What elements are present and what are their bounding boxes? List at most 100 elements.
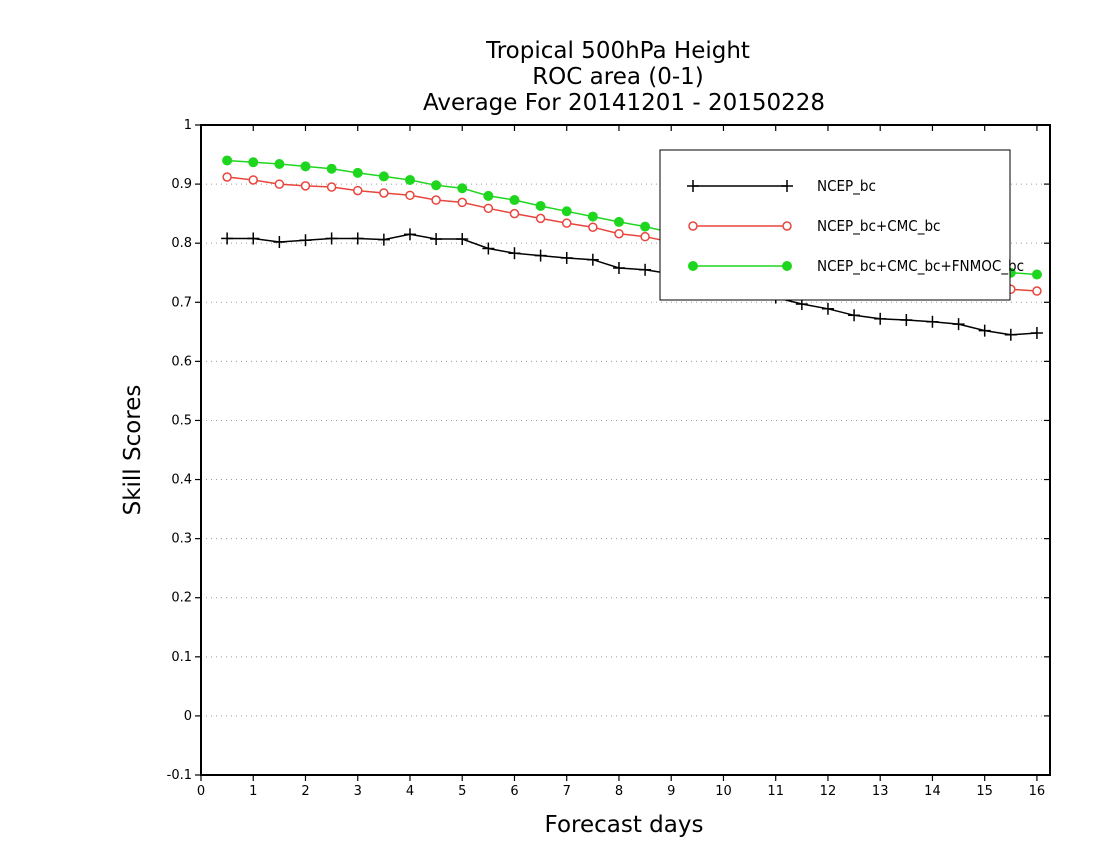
open-circle-marker [535,213,546,224]
plus-marker [273,236,286,248]
filled-circle-marker [1031,269,1042,280]
open-circle-marker [405,190,415,201]
x-tick-label: 1 [249,784,257,799]
x-tick-label: 15 [976,784,993,799]
filled-circle-marker [640,221,651,232]
y-tick-label: 1 [184,118,192,133]
chart-title-line-1: Tropical 500hPa Height [485,38,750,64]
axes: -0.100.10.20.30.40.50.60.70.80.910 1 2 3 4 5 6… [167,118,1051,799]
open-circle-marker [561,218,572,228]
plus-marker [325,232,338,245]
filled-circle-marker [782,261,792,271]
open-circle-marker [248,175,258,185]
filled-circle-marker [352,167,363,178]
plus-marker [612,262,625,274]
plus-marker [221,232,234,245]
x-tick-label: 6 [510,784,518,799]
open-circle-marker [300,181,311,191]
open-circle-marker [782,221,792,231]
plot-frame [200,124,1051,776]
open-circle-marker [483,203,494,214]
y-tick-label: 0.2 [171,591,192,606]
filled-circle-marker [431,180,442,191]
x-tick-label: 8 [615,784,623,799]
open-circle-marker [222,172,232,182]
plus-marker [821,302,834,315]
y-tick-label: 0.8 [171,236,192,251]
plus-marker [456,233,469,246]
chart-title-line-2: ROC area (0-1) [532,64,704,90]
filled-circle-marker [688,261,698,271]
filled-circle-marker [483,190,494,201]
open-circle-marker [614,228,624,239]
open-circle-marker [509,208,520,219]
filled-circle-marker [248,157,259,168]
open-circle-marker [274,179,285,189]
filled-circle-marker [613,216,624,227]
x-tick-label: 16 [1029,784,1046,799]
x-tick-label: 2 [301,784,309,799]
filled-circle-marker [326,163,337,174]
plus-marker [247,232,260,245]
filled-circle-marker [457,183,468,194]
filled-circle-marker [561,206,572,217]
x-tick-label: 3 [354,784,362,799]
y-tick-label: 0.7 [171,295,192,310]
filled-circle-marker [378,171,389,182]
filled-circle-marker [587,211,598,222]
filled-circle-marker [222,155,233,166]
y-tick-label: 0.4 [171,473,192,488]
x-tick-label: 9 [667,784,675,799]
filled-circle-marker [535,200,546,211]
open-circle-marker [1032,286,1042,296]
x-tick-label: 12 [820,784,837,799]
plus-marker [781,180,793,192]
x-tick-label: 4 [406,784,414,799]
legend-box [659,149,1011,301]
x-axis-label: Forecast days [545,812,704,838]
x-tick-label: 0 [197,784,205,799]
open-circle-marker [431,195,441,205]
chart-title: Tropical 500hPa Height ROC area (0-1) Av… [423,38,825,116]
open-circle-marker [352,185,363,196]
x-tick-label: 10 [715,784,732,799]
y-tick-label: 0 [184,709,192,724]
plus-marker [1030,327,1043,339]
plus-marker [560,251,573,264]
plus-marker [482,242,495,255]
plus-marker [952,318,965,331]
plus-marker [1004,328,1017,341]
legend-item-0: NCEP_bc [687,177,876,196]
y-tick-label: 0.3 [171,532,192,547]
y-tick-label: 0.5 [171,413,192,428]
y-axis-label: Skill Scores [120,385,146,516]
filled-circle-marker [404,174,415,185]
plus-marker [586,253,599,266]
open-circle-marker [688,221,698,231]
plus-marker [430,233,443,246]
y-tick-label: 0.9 [171,177,192,192]
legend: NCEP_bc NCEP_bc+CMC_bc NCEP_bc+CMC_bc+FNMO… [659,149,1024,301]
legend-label: NCEP_bc+CMC_bc+FNMOC_bc [817,257,1024,276]
filled-circle-marker [300,161,311,172]
x-tick-label: 11 [767,784,784,799]
plus-marker [377,233,390,246]
plus-marker [926,315,939,328]
y-tick-label: -0.1 [167,768,192,783]
plus-marker [351,232,364,245]
x-tick-label: 5 [458,784,466,799]
open-circle-marker [457,197,467,208]
open-circle-marker [640,231,650,242]
plus-marker [900,314,913,326]
plus-marker [403,228,416,241]
plus-marker [848,309,861,322]
plus-marker [534,249,547,262]
chart-title-line-3: Average For 20141201 - 20150228 [423,90,825,116]
plus-marker [687,180,699,192]
legend-item-1: NCEP_bc+CMC_bc [688,217,940,236]
x-tick-label: 14 [924,784,941,799]
y-tick-label: 0.1 [171,650,192,665]
legend-label: NCEP_bc+CMC_bc [817,217,940,236]
plus-marker [299,234,312,247]
